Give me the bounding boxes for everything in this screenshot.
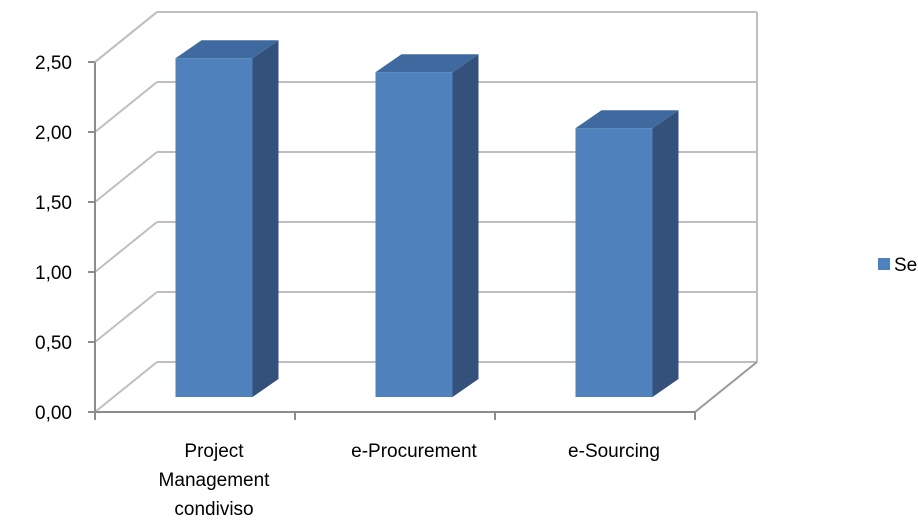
y-tick-label: 2,00 bbox=[35, 123, 72, 144]
bar-top-face bbox=[175, 40, 279, 59]
wall-top-edge bbox=[94, 11, 158, 63]
bar-side-face bbox=[452, 54, 479, 397]
x-tick-label: e-Sourcing bbox=[568, 441, 660, 462]
y-tick-label: 0,00 bbox=[35, 403, 72, 424]
bar bbox=[175, 40, 279, 397]
bar-front-face bbox=[175, 58, 253, 397]
bar bbox=[575, 110, 679, 397]
chart-legend: Serie1 bbox=[878, 255, 918, 276]
bar-front-face bbox=[575, 128, 653, 397]
x-tick-label-line: e-Procurement bbox=[351, 441, 477, 462]
chart-bars bbox=[175, 40, 679, 397]
x-tick-label-line: condiviso bbox=[174, 499, 253, 520]
x-tick-label-line: Management bbox=[159, 470, 271, 491]
gridline-wall bbox=[94, 221, 158, 273]
bar-top-face bbox=[575, 110, 679, 129]
gridline-wall bbox=[94, 81, 158, 133]
y-tick-label: 0,50 bbox=[35, 333, 72, 354]
bar-front-face bbox=[375, 72, 453, 397]
y-tick-label: 1,50 bbox=[35, 193, 72, 214]
bar bbox=[375, 54, 479, 397]
chart-axes bbox=[88, 11, 696, 420]
y-tick-label: 2,50 bbox=[35, 53, 72, 74]
x-tick-label-line: e-Sourcing bbox=[568, 441, 660, 462]
legend-swatch-serie1 bbox=[878, 258, 890, 270]
gridline-wall bbox=[94, 361, 158, 413]
gridline-wall bbox=[94, 291, 158, 343]
x-tick-label: Project Management condiviso bbox=[159, 441, 271, 520]
bar-side-face bbox=[252, 40, 279, 397]
x-tick-label-line: Project bbox=[184, 441, 244, 462]
bar-side-face bbox=[652, 110, 679, 397]
gridline-wall bbox=[94, 151, 158, 203]
y-tick-label: 1,00 bbox=[35, 263, 72, 284]
floor-right-edge bbox=[694, 361, 758, 413]
legend-label-serie1: Serie1 bbox=[894, 255, 918, 276]
bar-top-face bbox=[375, 54, 479, 73]
x-tick-label: e-Procurement bbox=[351, 441, 477, 462]
chart-labels: 0,00 0,50 1,00 1,50 2,00 2,50 Project Managemen… bbox=[35, 53, 660, 520]
